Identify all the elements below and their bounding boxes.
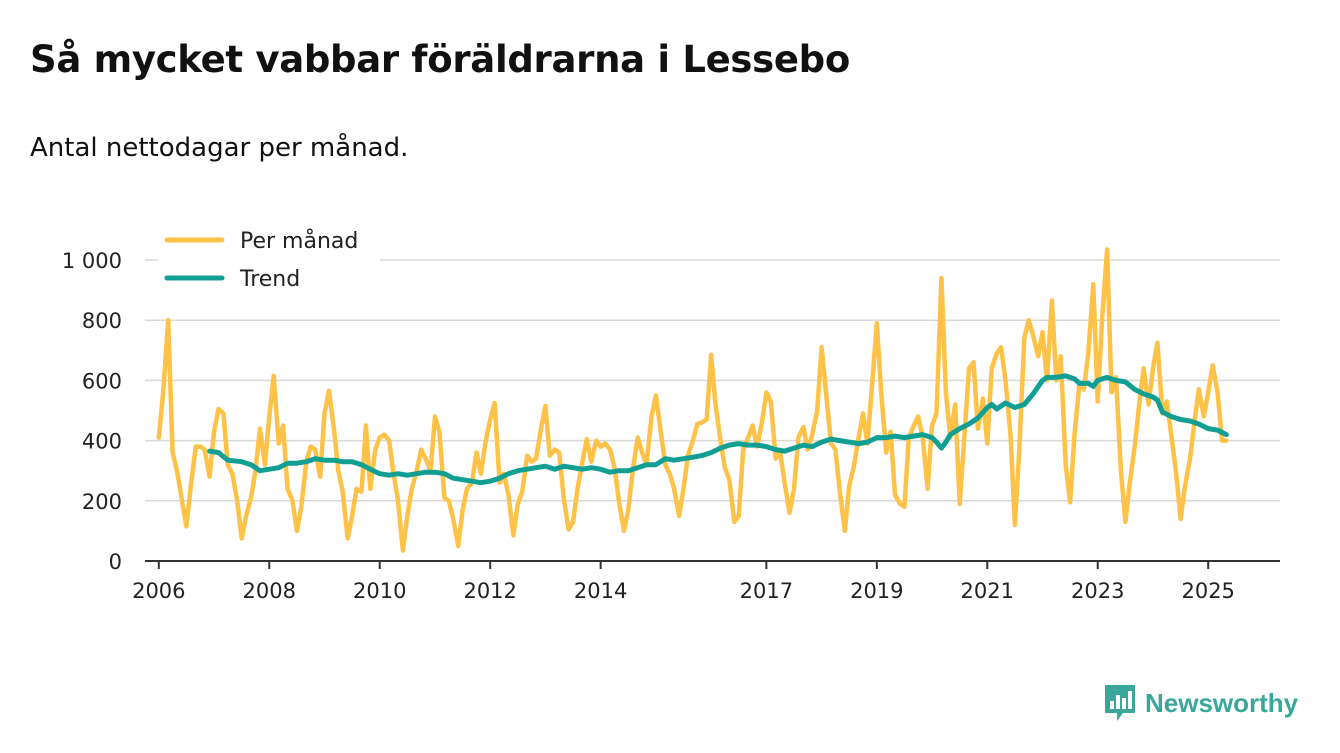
x-tick-label: 2025 [1181, 579, 1234, 603]
x-tick-label: 2012 [463, 579, 516, 603]
chart-subtitle: Antal nettodagar per månad. [30, 133, 409, 163]
x-tick-label: 2019 [850, 579, 903, 603]
newsworthy-logo-icon [1105, 685, 1135, 721]
x-tick-label: 2006 [132, 579, 185, 603]
x-tick-label: 2021 [961, 579, 1014, 603]
x-tick-label: 2023 [1071, 579, 1124, 603]
series-lines [156, 247, 1229, 553]
x-tick-label: 2010 [353, 579, 406, 603]
y-tick-label: 600 [82, 369, 122, 393]
brand-logo: Newsworthy [1103, 683, 1298, 723]
y-axis: 0 200 400 600 800 1 000 [62, 249, 122, 574]
x-tick-label: 2014 [574, 579, 627, 603]
legend-label-trend: Trend [239, 267, 300, 292]
y-tick-label: 1 000 [62, 249, 122, 273]
legend-background [158, 222, 380, 298]
series-line-trend [207, 373, 1229, 486]
legend-label-monthly: Per månad [240, 228, 358, 254]
series-line-per-manad [156, 247, 1229, 553]
y-tick-label: 800 [82, 309, 122, 333]
x-tick-label: 2017 [740, 579, 793, 603]
y-tick-label: 400 [82, 430, 122, 454]
legend: Per månad Trend [158, 222, 380, 298]
x-axis: 2006 2008 2010 2012 2014 2017 2019 2021 2023 2025 [132, 560, 1280, 603]
y-tick-label: 200 [82, 490, 122, 514]
y-tick-label: 0 [109, 550, 122, 574]
brand-name: Newsworthy [1145, 687, 1299, 718]
chart-title: Så mycket vabbar föräldrarna i Lessebo [30, 38, 850, 81]
x-tick-label: 2008 [243, 579, 296, 603]
